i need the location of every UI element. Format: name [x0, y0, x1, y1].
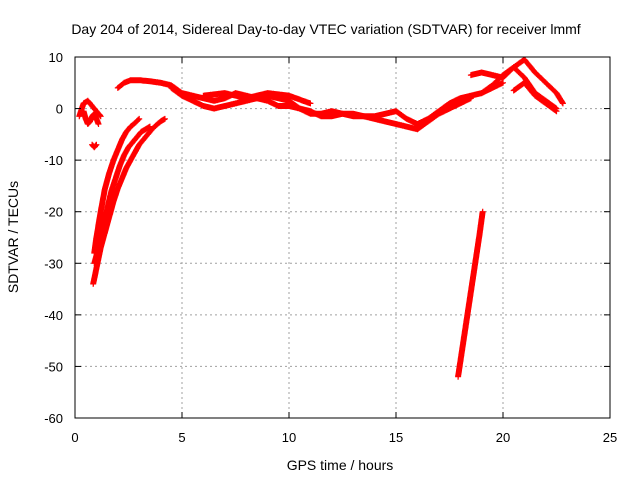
- series-marks: [80, 108, 102, 127]
- series-rise-2: [91, 123, 153, 267]
- series-main-3: [200, 90, 314, 107]
- series-marks: [91, 123, 153, 267]
- y-axis-label: SDTVAR / TECUs: [5, 181, 21, 293]
- y-tick-label: -50: [44, 359, 63, 374]
- grid-lines: [75, 57, 610, 418]
- axis-ticks: 0 5 10 15 20 25 10 0 -10 -20 -30 -40 -50 -60: [44, 50, 617, 445]
- x-tick-label: 25: [603, 430, 617, 445]
- y-tick-label: -10: [44, 153, 63, 168]
- series-arc-early-1: [76, 97, 104, 120]
- y-tick-label: -60: [44, 411, 63, 426]
- series-marks: [510, 79, 560, 115]
- data-points: [76, 56, 566, 380]
- x-tick-label: 0: [71, 430, 78, 445]
- x-axis-label: GPS time / hours: [287, 457, 394, 473]
- y-tick-label: 10: [49, 50, 63, 65]
- series-marks: [168, 84, 474, 133]
- x-tick-label: 15: [389, 430, 403, 445]
- x-tick-label: 10: [282, 430, 296, 445]
- y-tick-label: -30: [44, 256, 63, 271]
- y-tick-label: 0: [56, 102, 63, 117]
- series-marks: [91, 115, 143, 256]
- series-rise-3: [91, 115, 143, 256]
- series-marks: [455, 208, 486, 380]
- series-marks: [89, 141, 100, 151]
- series-descent: [455, 208, 486, 380]
- series-main-2: [168, 84, 474, 133]
- series-late-3: [510, 79, 560, 115]
- series-arc-early-3: [89, 141, 100, 151]
- y-tick-label: -20: [44, 205, 63, 220]
- plot-frame: [74, 56, 611, 419]
- series-marks: [76, 97, 104, 120]
- series-marks: [200, 90, 314, 107]
- chart-title: Day 204 of 2014, Sidereal Day-to-day VTE…: [71, 21, 580, 37]
- x-tick-label: 20: [496, 430, 510, 445]
- x-tick-label: 5: [178, 430, 185, 445]
- y-tick-label: -40: [44, 308, 63, 323]
- series-arc-early-2: [80, 108, 102, 127]
